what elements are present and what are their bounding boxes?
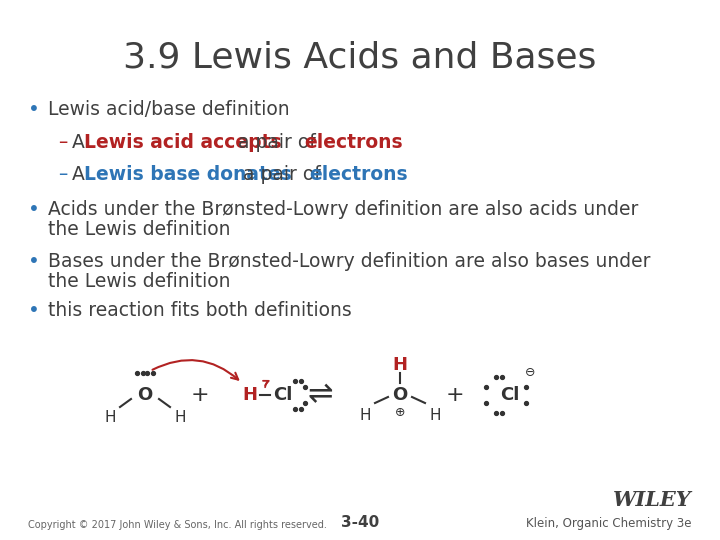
Text: Acids under the Brønsted-Lowry definition are also acids under: Acids under the Brønsted-Lowry definitio… xyxy=(48,200,639,219)
Text: a pair of: a pair of xyxy=(232,133,322,152)
Text: the Lewis definition: the Lewis definition xyxy=(48,272,230,291)
Text: H: H xyxy=(429,408,441,422)
Text: •: • xyxy=(28,200,40,219)
Text: Lewis acid/base definition: Lewis acid/base definition xyxy=(48,100,289,119)
Text: •: • xyxy=(28,301,40,320)
Text: H: H xyxy=(174,409,186,424)
Text: Copyright © 2017 John Wiley & Sons, Inc. All rights reserved.: Copyright © 2017 John Wiley & Sons, Inc.… xyxy=(28,520,327,530)
Text: A: A xyxy=(72,165,91,184)
Text: +: + xyxy=(191,385,210,405)
Text: O: O xyxy=(392,386,408,404)
Text: H: H xyxy=(243,386,258,404)
Text: H: H xyxy=(392,356,408,374)
Text: +: + xyxy=(446,385,464,405)
Text: O: O xyxy=(138,386,153,404)
Text: H: H xyxy=(359,408,371,422)
Text: Klein, Organic Chemistry 3e: Klein, Organic Chemistry 3e xyxy=(526,517,692,530)
Text: •: • xyxy=(28,252,40,271)
Text: Bases under the Brønsted-Lowry definition are also bases under: Bases under the Brønsted-Lowry definitio… xyxy=(48,252,650,271)
Text: ⇌: ⇌ xyxy=(307,381,333,409)
Text: electrons: electrons xyxy=(304,133,402,152)
Text: 3.9 Lewis Acids and Bases: 3.9 Lewis Acids and Bases xyxy=(123,40,597,74)
Text: 3-40: 3-40 xyxy=(341,515,379,530)
Text: Lewis base donates: Lewis base donates xyxy=(84,165,292,184)
Text: •: • xyxy=(28,100,40,119)
Text: A: A xyxy=(72,133,91,152)
Text: H: H xyxy=(104,409,116,424)
FancyArrowPatch shape xyxy=(153,360,238,380)
Text: electrons: electrons xyxy=(309,165,408,184)
Text: –: – xyxy=(58,133,67,152)
Text: Cl: Cl xyxy=(274,386,293,404)
Text: Lewis acid accepts: Lewis acid accepts xyxy=(84,133,282,152)
Text: ⊕: ⊕ xyxy=(395,407,405,420)
FancyArrowPatch shape xyxy=(263,381,269,387)
Text: Cl: Cl xyxy=(500,386,520,404)
Text: –: – xyxy=(58,165,67,184)
Text: this reaction fits both definitions: this reaction fits both definitions xyxy=(48,301,352,320)
Text: the Lewis definition: the Lewis definition xyxy=(48,220,230,239)
Text: ⊖: ⊖ xyxy=(525,367,535,380)
Text: a pair of: a pair of xyxy=(237,165,327,184)
Text: WILEY: WILEY xyxy=(613,490,692,510)
